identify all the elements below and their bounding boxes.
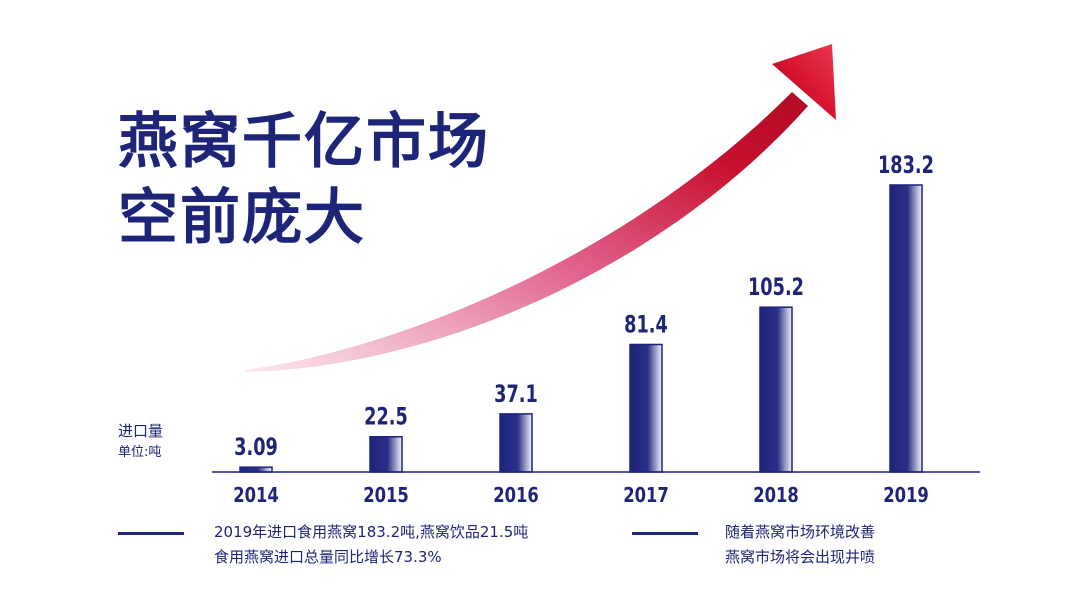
category-label-2014: 2014 [233, 485, 279, 508]
headline: 燕窝千亿市场 空前庞大 [118, 104, 490, 256]
note-right-line-2: 燕窝市场将会出现井喷 [725, 548, 876, 566]
value-label-2018: 105.2 [748, 274, 804, 301]
axis-note-quantity: 进口量 [118, 422, 164, 440]
category-label-2016: 2016 [493, 485, 539, 508]
headline-line-1: 燕窝千亿市场 [118, 107, 490, 177]
labels: 3.09 2014 22.5 2015 37.1 2016 81.4 2017 105.2 201… [233, 152, 934, 507]
note-left: 2019年进口食用燕窝183.2吨,燕窝饮品21.5吨 食用燕窝进口总量同比增长… [214, 520, 528, 570]
trend-arrow-head [772, 44, 836, 120]
note-left-line-1: 2019年进口食用燕窝183.2吨,燕窝饮品21.5吨 [214, 523, 529, 541]
value-label-2015: 22.5 [364, 404, 408, 431]
value-label-2016: 37.1 [494, 381, 538, 408]
category-label-2017: 2017 [623, 485, 669, 508]
category-label-2015: 2015 [363, 485, 409, 508]
bar-2019 [889, 184, 923, 473]
category-label-2018: 2018 [753, 485, 799, 508]
axis-note-unit: 单位:吨 [118, 445, 162, 460]
value-label-2014: 3.09 [234, 434, 278, 461]
bar-2017 [629, 343, 663, 473]
value-label-2017: 81.4 [624, 312, 668, 339]
trend-arrow-body [246, 92, 808, 372]
trend-arrow [246, 44, 836, 372]
note-right-line-1: 随着燕窝市场环境改善 [725, 523, 876, 541]
note-right-line [632, 532, 698, 535]
value-label-2019: 183.2 [878, 152, 934, 179]
bar-2018 [759, 306, 793, 473]
category-label-2019: 2019 [883, 485, 929, 508]
bars [239, 184, 923, 473]
bar-2015 [369, 436, 403, 473]
headline-line-2: 空前庞大 [118, 183, 366, 253]
axis-note: 进口量 单位:吨 [118, 420, 163, 464]
bar-2016 [499, 413, 533, 473]
note-left-line [118, 532, 184, 535]
note-left-line-2: 食用燕窝进口总量同比增长73.3% [214, 548, 442, 566]
note-right: 随着燕窝市场环境改善 燕窝市场将会出现井喷 [725, 520, 875, 570]
